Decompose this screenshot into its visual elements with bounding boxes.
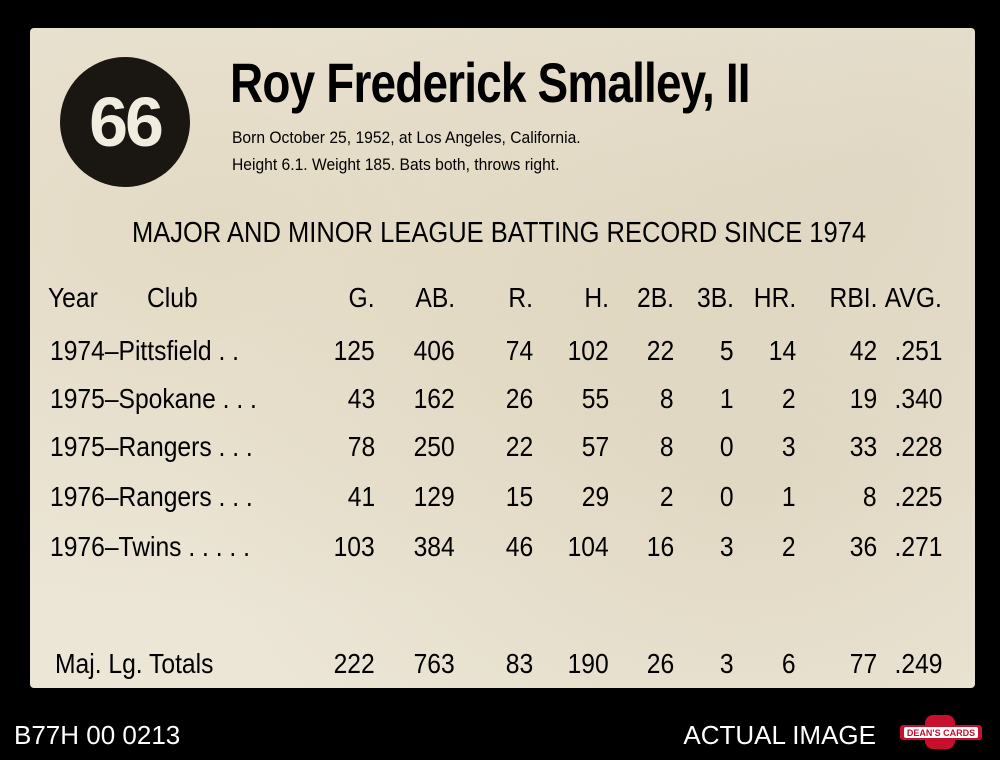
stat-cell-ab: 384	[413, 531, 455, 562]
stat-cell-g: 103	[333, 531, 375, 562]
bio-birth-line: Born October 25, 1952, at Los Angeles, C…	[232, 128, 581, 147]
stat-row-team: 1976–Twins . . . . .	[50, 531, 250, 562]
stat-cell-h: 102	[567, 335, 609, 366]
totals-cell-b2: 26	[646, 648, 674, 679]
stat-cell-g: 125	[333, 335, 375, 366]
stat-cell-b2: 16	[646, 531, 674, 562]
stat-cell-hr: 2	[782, 383, 796, 414]
stat-row-team: 1976–Rangers . . .	[50, 481, 253, 512]
totals-cell-rbi: 77	[849, 648, 877, 679]
stat-cell-g: 43	[347, 383, 375, 414]
stat-cell-rbi: 42	[849, 335, 877, 366]
header-year: Year	[48, 282, 98, 313]
totals-label: Maj. Lg. Totals	[55, 648, 214, 679]
header-hr: HR.	[753, 282, 796, 313]
header-r: R.	[508, 282, 533, 313]
stat-cell-g: 41	[347, 481, 375, 512]
stat-cell-hr: 3	[782, 431, 796, 462]
stat-cell-ab: 129	[413, 481, 455, 512]
deans-cards-logo: DEAN'S CARDS	[900, 715, 982, 749]
stat-cell-b3: 3	[720, 531, 734, 562]
totals-cell-g: 222	[333, 648, 375, 679]
totals-cell-avg: .249	[894, 648, 942, 679]
header-club: Club	[147, 282, 198, 313]
player-name: Roy Frederick Smalley, II	[230, 51, 751, 114]
totals-cell-r: 83	[505, 648, 533, 679]
totals-cell-b3: 3	[720, 648, 734, 679]
stat-cell-avg: .251	[894, 335, 942, 366]
stat-cell-rbi: 36	[849, 531, 877, 562]
stat-cell-avg: .228	[894, 431, 942, 462]
stat-row-team: 1975–Rangers . . .	[50, 431, 253, 462]
stat-cell-ab: 250	[413, 431, 455, 462]
stat-cell-b2: 22	[646, 335, 674, 366]
stat-cell-h: 57	[581, 431, 609, 462]
stat-cell-hr: 14	[768, 335, 796, 366]
actual-image-label: ACTUAL IMAGE	[683, 720, 876, 750]
stat-cell-g: 78	[347, 431, 375, 462]
stat-cell-b2: 2	[660, 481, 674, 512]
totals-cell-ab: 763	[413, 648, 455, 679]
stat-cell-r: 74	[505, 335, 533, 366]
stat-cell-rbi: 8	[863, 481, 877, 512]
header-rbi: RBI.	[829, 282, 877, 313]
stat-cell-h: 104	[567, 531, 609, 562]
stat-row-team: 1974–Pittsfield . .	[50, 335, 240, 366]
stat-cell-ab: 406	[413, 335, 455, 366]
header-h: H.	[584, 282, 609, 313]
stat-cell-rbi: 19	[849, 383, 877, 414]
header-g: G.	[348, 282, 375, 313]
catalog-id: B77H 00 0213	[14, 720, 181, 750]
stat-cell-r: 26	[505, 383, 533, 414]
logo-text: DEAN'S CARDS	[907, 728, 975, 738]
header-b2: 2B.	[637, 282, 674, 313]
stat-cell-avg: .271	[894, 531, 942, 562]
totals-cell-hr: 6	[782, 648, 796, 679]
stat-cell-r: 22	[505, 431, 533, 462]
stat-cell-h: 29	[581, 481, 609, 512]
stat-cell-avg: .340	[894, 383, 942, 414]
record-title: MAJOR AND MINOR LEAGUE BATTING RECORD SI…	[132, 217, 867, 249]
stat-cell-ab: 162	[413, 383, 455, 414]
stat-cell-r: 15	[505, 481, 533, 512]
card-number-badge: 66	[60, 57, 190, 187]
stat-cell-b3: 0	[720, 431, 734, 462]
stat-cell-r: 46	[505, 531, 533, 562]
totals-cell-h: 190	[567, 648, 609, 679]
stat-cell-rbi: 33	[849, 431, 877, 462]
stat-cell-b2: 8	[660, 431, 674, 462]
header-avg: AVG.	[884, 282, 942, 313]
header-ab: AB.	[415, 282, 455, 313]
stat-cell-avg: .225	[894, 481, 942, 512]
stat-cell-b3: 5	[720, 335, 734, 366]
stat-cell-b3: 1	[720, 383, 734, 414]
stat-cell-b3: 0	[720, 481, 734, 512]
stat-cell-b2: 8	[660, 383, 674, 414]
stat-cell-h: 55	[581, 383, 609, 414]
stat-cell-hr: 1	[782, 481, 796, 512]
stat-row-team: 1975–Spokane . . .	[50, 383, 257, 414]
stat-cell-hr: 2	[782, 531, 796, 562]
header-b3: 3B.	[697, 282, 734, 313]
bio-physical-line: Height 6.1. Weight 185. Bats both, throw…	[232, 155, 560, 174]
